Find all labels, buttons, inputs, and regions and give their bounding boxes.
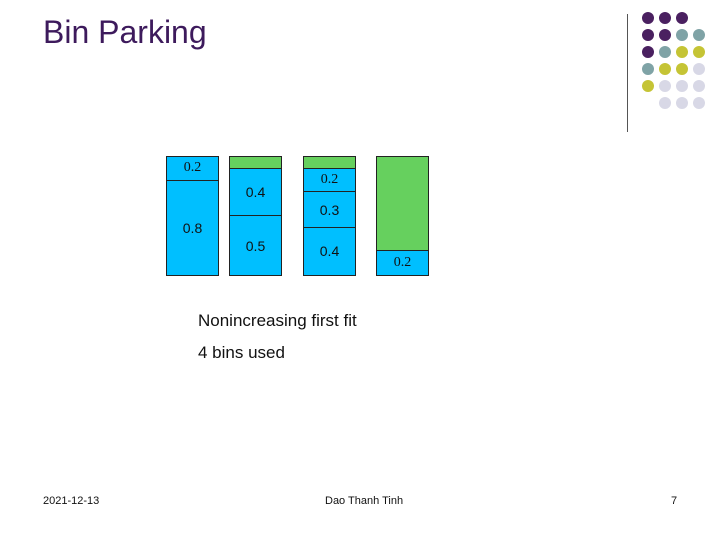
decorative-dot [676, 46, 688, 58]
free-space [230, 157, 281, 169]
item-block: 0.8 [167, 180, 218, 275]
algorithm-label: Nonincreasing first fit [198, 311, 357, 330]
decorative-dot [693, 97, 705, 109]
decorative-dot-grid [642, 12, 705, 109]
footer-page-number: 7 [671, 495, 678, 507]
decorative-dot [642, 29, 654, 41]
slide-title: Bin Parking [43, 14, 207, 50]
decorative-dot [659, 97, 671, 109]
item-size-label: 0.8 [182, 219, 203, 236]
footer-author: Dao Thanh Tinh [325, 495, 404, 507]
decorative-dot [676, 97, 688, 109]
decorative-dot [676, 12, 688, 24]
item-size-label: 0.2 [393, 255, 412, 271]
bin-2: 0.4 0.5 [229, 156, 282, 276]
decorative-dot [642, 12, 654, 24]
bin-1: 0.2 0.8 [166, 156, 219, 276]
bin-4: 0.2 [376, 156, 429, 276]
decorative-dot [693, 46, 705, 58]
item-block: 0.2 [377, 251, 428, 275]
decorative-dot [676, 29, 688, 41]
bins-used-label: 4 bins used [198, 343, 285, 362]
decorative-dot [693, 80, 705, 92]
decorative-dot [659, 29, 671, 41]
item-size-label: 0.2 [183, 160, 202, 176]
decorative-dot [642, 63, 654, 75]
decorative-dot [676, 63, 688, 75]
footer-date: 2021-12-13 [43, 495, 100, 507]
item-block: 0.3 [304, 192, 355, 228]
decorative-divider [627, 14, 628, 132]
decorative-dot [659, 12, 671, 24]
item-block: 0.5 [230, 216, 281, 275]
item-size-label: 0.5 [245, 237, 266, 254]
item-size-label: 0.3 [319, 201, 340, 218]
item-block: 0.2 [304, 168, 355, 193]
decorative-dot [642, 80, 654, 92]
item-block: 0.4 [230, 168, 281, 216]
bin-3: 0.2 0.3 0.4 [303, 156, 356, 276]
item-size-label: 0.4 [319, 243, 340, 260]
item-size-label: 0.4 [245, 183, 266, 200]
decorative-dot [659, 80, 671, 92]
decorative-dot [659, 46, 671, 58]
item-block: 0.2 [167, 157, 218, 181]
decorative-dot [642, 46, 654, 58]
decorative-dot [659, 63, 671, 75]
free-space [304, 157, 355, 169]
item-block: 0.4 [304, 227, 355, 275]
free-space [377, 157, 428, 252]
decorative-dot [693, 29, 705, 41]
item-size-label: 0.2 [320, 172, 339, 188]
decorative-dot [676, 80, 688, 92]
decorative-dot [693, 63, 705, 75]
